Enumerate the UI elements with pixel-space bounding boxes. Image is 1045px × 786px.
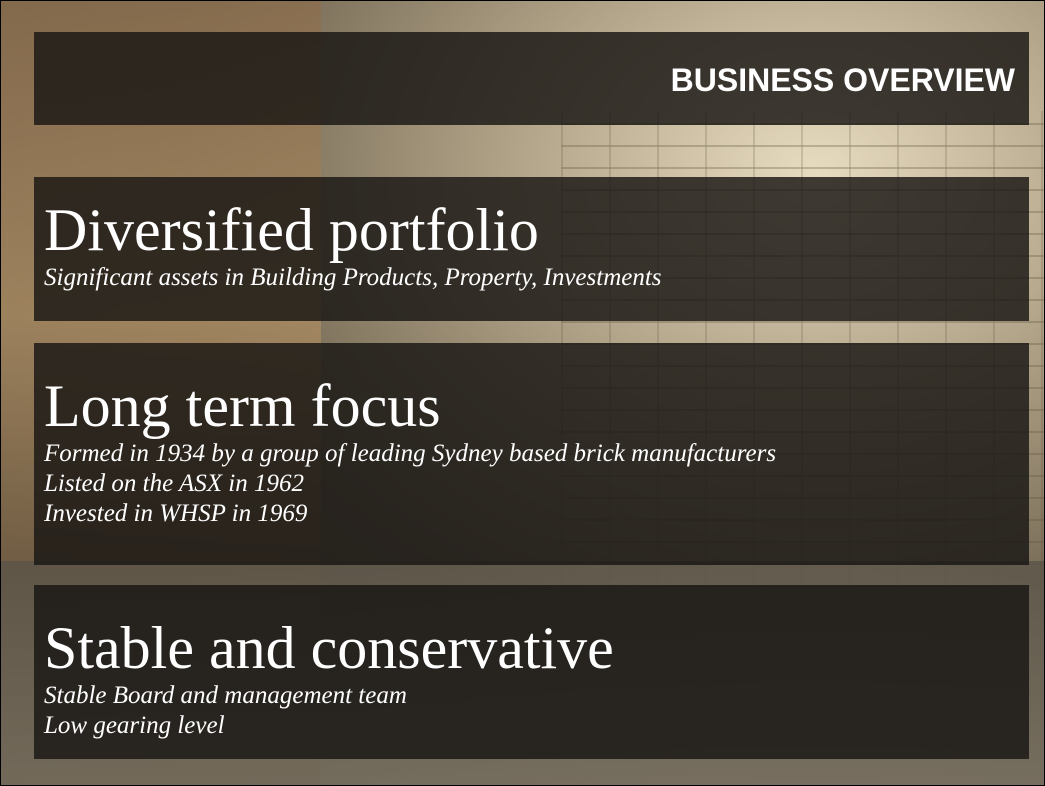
- slide-title: BUSINESS OVERVIEW: [671, 62, 1015, 99]
- section-line: Invested in WHSP in 1969: [44, 499, 1029, 529]
- section-line: Significant assets in Building Products,…: [44, 263, 1029, 293]
- section-line: Stable Board and management team: [44, 681, 1029, 711]
- section-heading: Stable and conservative: [44, 615, 1029, 681]
- section-line: Formed in 1934 by a group of leading Syd…: [44, 439, 1029, 469]
- section-heading: Long term focus: [44, 373, 1029, 439]
- section-line: Listed on the ASX in 1962: [44, 469, 1029, 499]
- section-line: Low gearing level: [44, 711, 1029, 741]
- section-heading: Diversified portfolio: [44, 197, 1029, 263]
- title-bar: BUSINESS OVERVIEW: [34, 32, 1029, 125]
- page: {"header": {"title": "BUSINESS OVERVIEW"…: [0, 0, 1045, 786]
- slide: BUSINESS OVERVIEW Diversified portfolioS…: [0, 0, 1045, 786]
